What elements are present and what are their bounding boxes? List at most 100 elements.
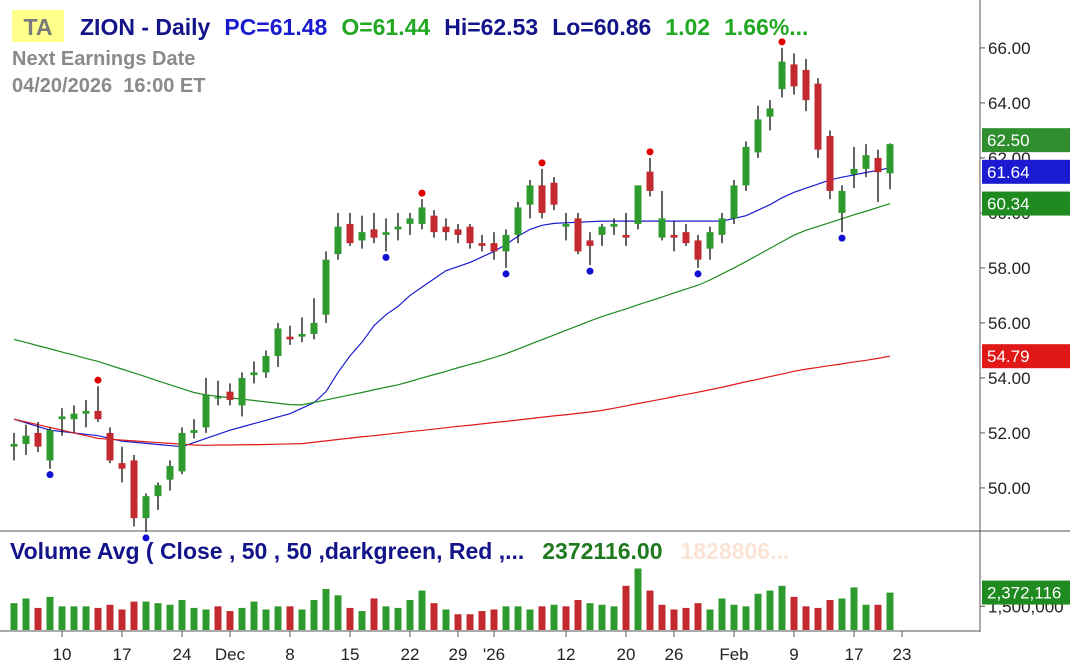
volume-bar [46,596,54,630]
x-tick-label: 12 [557,645,576,664]
volume-bar [154,603,162,630]
volume-faded: 1828806... [681,538,790,564]
volume-bar [682,607,690,630]
candle-body [10,443,18,447]
volume-bar [250,601,258,630]
volume-bar [130,601,138,630]
value-badge-label: 54.79 [987,347,1030,366]
candle-body [850,168,858,175]
volume-bar [10,603,18,630]
candle-body [754,119,762,153]
volume-bar [538,606,546,630]
candle-body [154,485,162,497]
candle-body [166,465,174,480]
candle-body [382,232,390,235]
volume-bar [106,604,114,630]
volume-bar [58,606,66,630]
candle-body [802,69,810,101]
volume-bar [826,600,834,630]
candle-body [766,108,774,117]
volume-bar [214,606,222,630]
candle-body [670,234,678,238]
x-tick-label: Dec [215,645,246,664]
pivot-high [94,376,102,384]
volume-bar [286,606,294,630]
volume-bar [850,587,858,630]
candle-body [190,430,198,433]
volume-bar [802,606,810,630]
candle-body [718,218,726,235]
candle-body [886,144,894,174]
candle-body [598,226,606,235]
high: Hi=62.53 [444,14,538,40]
pivot-high [778,38,786,46]
candle-body [826,135,834,191]
volume-bar [322,588,330,630]
volume-bar [382,606,390,630]
pc: PC=61.48 [224,14,327,40]
candle-body [478,243,486,246]
x-tick-label: Feb [719,645,748,664]
volume-bar [778,585,786,630]
pivot-high [418,189,426,197]
candle-body [610,223,618,227]
volume-bar [586,603,594,630]
candle-body [406,218,414,224]
candle-body [394,226,402,230]
y-tick-label: 54.00 [988,369,1031,388]
x-tick-label: 17 [113,645,132,664]
candle-body [106,432,114,461]
candle-body [286,336,294,340]
candle-body [742,146,750,186]
volume-bar [862,604,870,630]
candle-body [514,207,522,235]
volume-bar [562,606,570,630]
candle-body [790,64,798,87]
moving-average [13,355,891,446]
volume-bar [82,606,90,630]
open: O=61.44 [341,14,430,40]
candle-body [310,322,318,334]
volume-bar [262,609,270,630]
volume-bar [754,593,762,630]
volume-bar [190,607,198,630]
pivot-low [694,270,702,278]
candle-body [622,234,630,238]
pivot-low [502,270,510,278]
candle-body [646,171,654,191]
moving-average [13,167,891,448]
candle-body [466,226,474,244]
candle-body [430,215,438,233]
volume-bar [166,604,174,630]
volume-bar [334,595,342,630]
volume-bar [466,614,474,630]
volume-bar [442,609,450,630]
candle-body [502,234,510,252]
earnings-date: 04/20/2026 16:00 ET [12,75,205,97]
volume-bar [670,609,678,630]
header: ZION - Daily PC=61.48 O=61.44 Hi=62.53 Lo=60… [80,14,808,40]
volume-bar [658,604,666,630]
candle-body [334,226,342,255]
candle-body [370,229,378,238]
candle-body [226,391,234,400]
volume-bar [694,603,702,630]
volume-bar [178,600,186,630]
value-badge-label: 60.34 [987,195,1030,214]
x-tick-label: 22 [401,645,420,664]
x-tick-label: 17 [845,645,864,664]
candle-body [142,496,150,519]
volume-bar [598,604,606,630]
volume-bar [574,600,582,630]
value-badge [982,580,1070,605]
candle-body [214,397,222,399]
candle-body [442,226,450,233]
volume-bar [34,607,42,630]
candle-body [838,190,846,213]
volume-bar [610,606,618,630]
pivot-high [646,148,654,156]
volume-title: Volume Avg ( Close , 50 , 50 ,darkgreen,… [10,538,524,564]
candle-body [658,218,666,238]
